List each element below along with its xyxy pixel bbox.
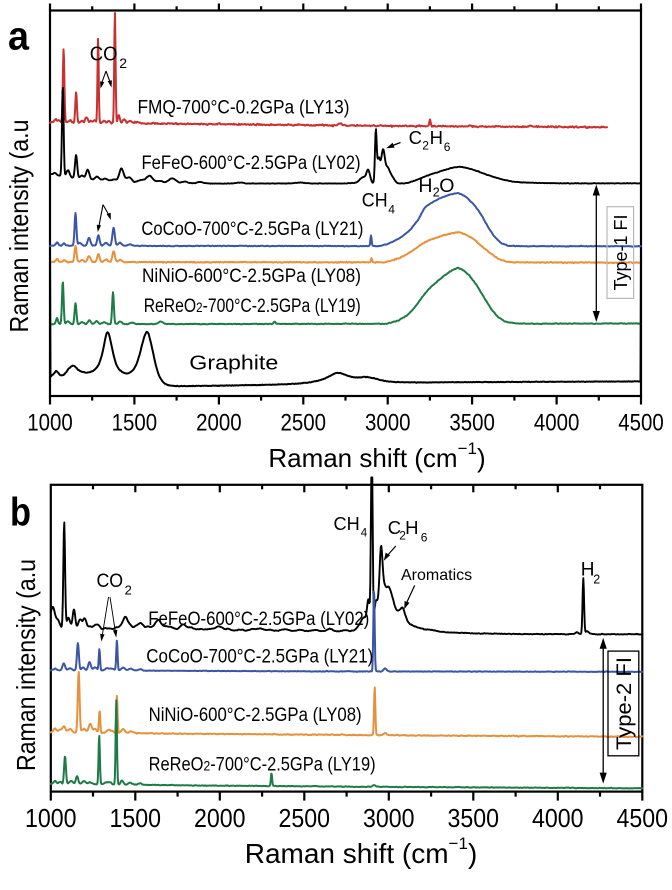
svg-text:H: H [581,559,595,580]
svg-text:2500: 2500 [279,805,331,833]
svg-text:H: H [405,517,418,538]
svg-text:4: 4 [388,203,395,217]
svg-text:Type-1 FI: Type-1 FI [611,215,631,291]
svg-text:3500: 3500 [449,410,495,437]
svg-text:CoCoO-700°C-2.5GPa (LY21): CoCoO-700°C-2.5GPa (LY21) [146,647,373,668]
svg-text:ReReO2-700°C-2.5GPa (LY19): ReReO2-700°C-2.5GPa (LY19) [149,755,376,776]
svg-text:1500: 1500 [110,805,162,833]
svg-text:2500: 2500 [281,410,327,437]
svg-text:6: 6 [421,531,428,545]
svg-text:4500: 4500 [618,410,664,437]
svg-text:1000: 1000 [25,805,77,833]
svg-text:2: 2 [125,583,132,598]
svg-text:2: 2 [119,55,127,71]
svg-text:FMQ-700°C-0.2GPa (LY13): FMQ-700°C-0.2GPa (LY13) [138,98,350,119]
svg-text:1000: 1000 [27,410,73,437]
svg-text:Raman shift (cm−1): Raman shift (cm−1) [268,439,485,473]
svg-text:Type-2 FI: Type-2 FI [612,657,636,750]
svg-text:3000: 3000 [363,805,415,833]
svg-text:CO: CO [90,43,118,66]
svg-text:CH: CH [334,514,360,534]
svg-text:2: 2 [422,139,429,153]
svg-text:2000: 2000 [196,410,242,437]
svg-text:2: 2 [399,529,406,543]
svg-text:2: 2 [593,573,600,587]
svg-text:a: a [8,15,30,59]
svg-text:3500: 3500 [448,805,500,833]
svg-text:FeFeO-600°C-2.5GPa (LY02): FeFeO-600°C-2.5GPa (LY02) [142,153,361,174]
svg-text:Raman intensity (a.u: Raman intensity (a.u [11,559,41,771]
svg-text:Graphite: Graphite [189,352,278,375]
svg-text:4500: 4500 [617,805,669,833]
svg-text:Aromatics: Aromatics [401,567,472,584]
svg-text:3000: 3000 [365,410,411,437]
svg-text:H: H [418,175,432,197]
svg-text:b: b [10,491,31,535]
svg-text:O: O [439,175,454,197]
svg-text:CH: CH [362,191,388,212]
svg-text:4000: 4000 [532,805,584,833]
svg-text:Raman intensity (a.u: Raman intensity (a.u [4,120,34,333]
svg-text:ReReO2-700°C-2.5GPa (LY19): ReReO2-700°C-2.5GPa (LY19) [144,296,361,317]
svg-text:4: 4 [361,528,368,540]
svg-text:NiNiO-600°C-2.5GPa (LY08): NiNiO-600°C-2.5GPa (LY08) [149,705,362,726]
svg-text:C: C [409,127,422,148]
svg-text:2: 2 [433,186,440,200]
svg-text:Raman shift (cm−1): Raman shift (cm−1) [245,834,478,869]
svg-text:C: C [388,517,401,538]
svg-text:6: 6 [444,140,451,154]
svg-text:H: H [430,127,443,148]
svg-text:4000: 4000 [534,410,580,437]
svg-text:2000: 2000 [194,805,246,833]
svg-text:CoCoO-700°C-2.5GPa (LY21): CoCoO-700°C-2.5GPa (LY21) [141,219,363,240]
svg-text:1500: 1500 [112,410,158,437]
svg-text:NiNiO-600°C-2.5GPa (LY08): NiNiO-600°C-2.5GPa (LY08) [142,266,361,287]
svg-text:CO: CO [97,570,124,592]
svg-text:FeFeO-600°C-2.5GPa (LY02): FeFeO-600°C-2.5GPa (LY02) [148,609,369,630]
